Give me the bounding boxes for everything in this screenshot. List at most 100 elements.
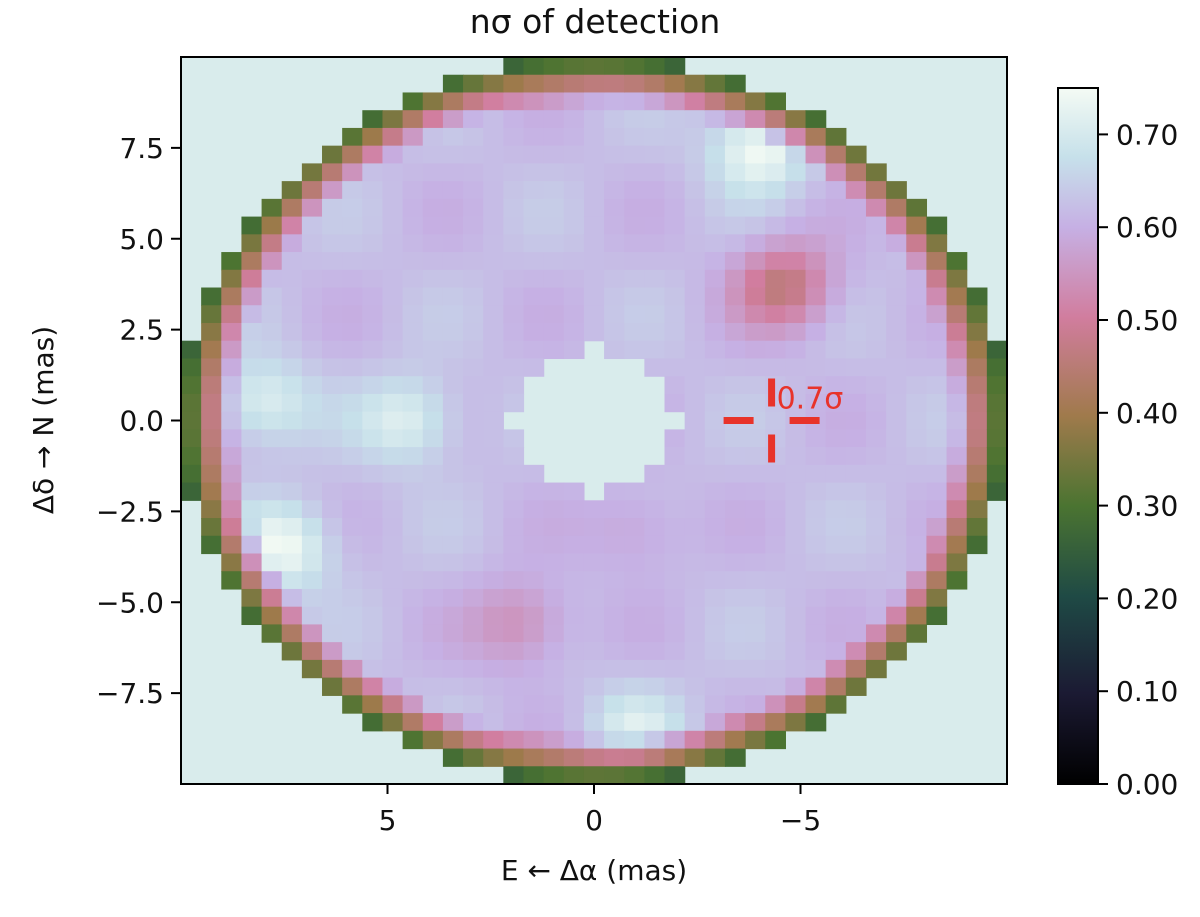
heatmap-cell xyxy=(422,535,444,555)
heatmap-cell xyxy=(624,588,645,608)
heatmap-cell xyxy=(624,287,645,306)
heatmap-cell xyxy=(281,216,303,235)
heatmap-cell xyxy=(422,145,444,164)
heatmap-cell xyxy=(382,411,404,430)
heatmap-cell xyxy=(261,606,283,626)
x-tick-label: −5 xyxy=(780,804,821,837)
heatmap-cell xyxy=(503,482,525,501)
heatmap-cell xyxy=(664,287,686,306)
heatmap-cell xyxy=(503,340,525,360)
heatmap-cell xyxy=(362,482,384,501)
heatmap-cell xyxy=(322,305,343,324)
heatmap-cell xyxy=(422,606,444,626)
heatmap-cell xyxy=(825,145,847,164)
heatmap-cell xyxy=(946,447,968,466)
heatmap-cell xyxy=(624,74,645,94)
heatmap-cell xyxy=(221,393,243,413)
heatmap-cell xyxy=(805,287,827,306)
heatmap-cell xyxy=(825,269,847,289)
heatmap-cell xyxy=(724,447,746,466)
heatmap-cell xyxy=(745,376,766,395)
heatmap-cell xyxy=(906,535,928,555)
heatmap-cell xyxy=(543,305,565,324)
heatmap-cell xyxy=(604,482,625,501)
heatmap-cell xyxy=(624,322,645,342)
heatmap-cell xyxy=(906,624,928,643)
heatmap-cell xyxy=(886,606,907,626)
heatmap-cell xyxy=(765,411,786,430)
heatmap-cell xyxy=(724,92,746,111)
heatmap-cell xyxy=(906,588,928,608)
heatmap-cell xyxy=(604,606,625,626)
heatmap-cell xyxy=(402,713,424,732)
heatmap-cell xyxy=(503,500,525,519)
y-tick-label: 7.5 xyxy=(119,132,164,165)
heatmap-cell xyxy=(241,376,263,395)
heatmap-cell xyxy=(583,677,605,696)
heatmap-cell xyxy=(583,642,605,661)
heatmap-cell xyxy=(281,482,303,501)
heatmap-cell xyxy=(745,269,766,289)
heatmap-cell xyxy=(604,659,625,679)
heatmap-cell xyxy=(906,216,928,235)
heatmap-cell xyxy=(704,110,726,129)
heatmap-cell xyxy=(322,393,343,413)
heatmap-cell xyxy=(523,269,545,289)
heatmap-cell xyxy=(745,234,766,253)
heatmap-cell xyxy=(604,322,625,342)
heatmap-cell xyxy=(261,287,283,306)
heatmap-cell xyxy=(684,677,706,696)
heatmap-cell xyxy=(704,642,726,661)
heatmap-cell xyxy=(745,340,766,360)
heatmap-cell xyxy=(765,500,786,519)
heatmap-cell xyxy=(382,358,404,377)
heatmap-cell xyxy=(845,429,867,448)
heatmap-cell xyxy=(906,340,928,360)
heatmap-cell xyxy=(402,92,424,111)
heatmap-cell xyxy=(563,127,585,147)
heatmap-cell xyxy=(362,358,384,377)
heatmap-cell xyxy=(724,677,746,696)
heatmap-cell xyxy=(946,535,968,555)
heatmap-cell xyxy=(543,624,565,643)
heatmap-cell xyxy=(604,553,625,572)
heatmap-cell xyxy=(503,163,525,182)
heatmap-cell xyxy=(281,518,303,537)
heatmap-cell xyxy=(201,429,222,448)
heatmap-cell xyxy=(926,411,948,430)
heatmap-cell xyxy=(704,305,726,324)
heatmap-cell xyxy=(926,553,948,572)
heatmap-cell xyxy=(241,429,263,448)
heatmap-cell xyxy=(886,216,907,235)
heatmap-cell xyxy=(483,145,504,164)
heatmap-cell xyxy=(382,659,404,679)
heatmap-cell xyxy=(402,393,424,413)
heatmap-cell xyxy=(845,305,867,324)
heatmap-cell xyxy=(724,464,746,484)
heatmap-cell xyxy=(583,713,605,732)
heatmap-cell xyxy=(765,198,786,218)
heatmap-cell xyxy=(322,624,343,643)
heatmap-cell xyxy=(483,269,504,289)
heatmap-cell xyxy=(503,624,525,643)
heatmap-cell xyxy=(644,624,666,643)
heatmap-cell xyxy=(563,748,585,767)
heatmap-cell xyxy=(583,518,605,537)
heatmap-cell xyxy=(221,322,243,342)
heatmap-cell xyxy=(684,500,706,519)
heatmap-cell xyxy=(201,464,222,484)
heatmap-cell xyxy=(886,181,907,200)
heatmap-cell xyxy=(765,713,786,732)
heatmap-cell xyxy=(765,695,786,714)
heatmap-cell xyxy=(724,269,746,289)
heatmap-cell xyxy=(805,553,827,572)
heatmap-cell xyxy=(926,447,948,466)
heatmap-cell xyxy=(342,358,363,377)
heatmap-cell xyxy=(523,287,545,306)
heatmap-cell xyxy=(583,74,605,94)
heatmap-cell xyxy=(523,163,545,182)
heatmap-cell xyxy=(745,677,766,696)
heatmap-cell xyxy=(422,571,444,590)
heatmap-cell xyxy=(422,500,444,519)
